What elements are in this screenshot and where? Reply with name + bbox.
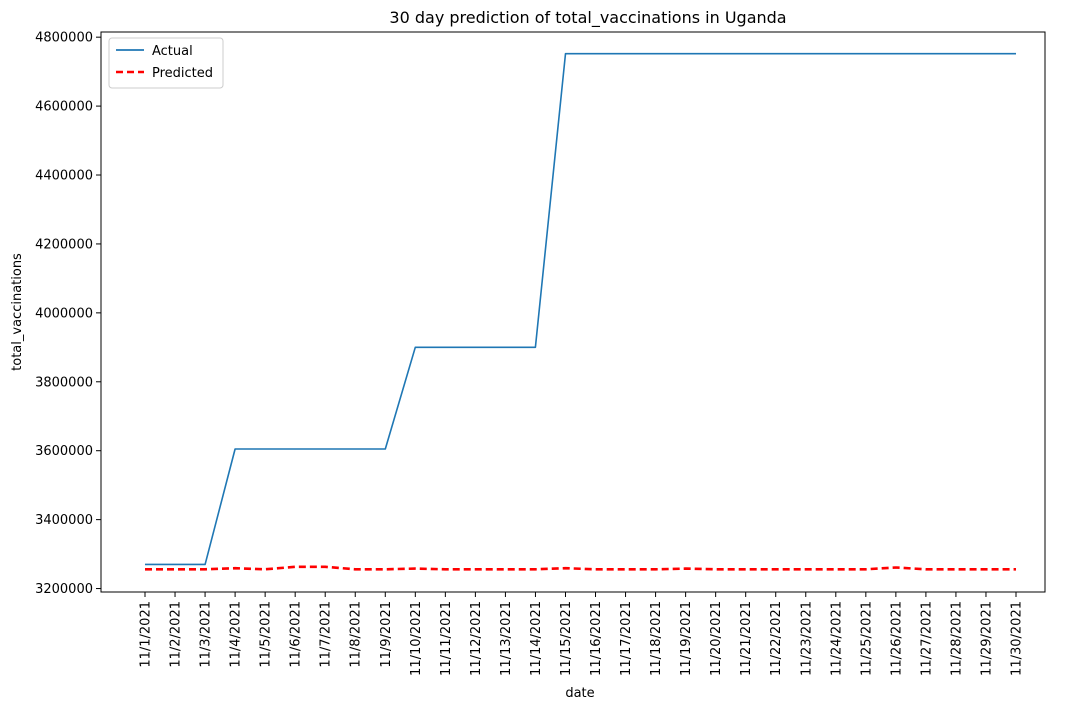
x-tick-label: 11/17/2021 — [619, 601, 634, 676]
x-tick-label: 11/3/2021 — [199, 601, 214, 668]
x-tick-label: 11/6/2021 — [289, 601, 304, 668]
x-axis-title: date — [565, 686, 594, 701]
x-tick-label: 11/4/2021 — [229, 601, 244, 668]
x-tick-label: 11/14/2021 — [529, 601, 544, 676]
y-axis-title: total_vaccinations — [10, 253, 25, 371]
x-tick-label: 11/23/2021 — [799, 601, 814, 676]
x-tick-label: 11/18/2021 — [649, 601, 664, 676]
x-tick-label: 11/5/2021 — [259, 601, 274, 668]
x-tick-label: 11/10/2021 — [409, 601, 424, 676]
y-tick-label: 4600000 — [35, 100, 93, 115]
y-tick-label: 4200000 — [35, 237, 93, 252]
x-tick-label: 11/27/2021 — [919, 601, 934, 676]
y-tick-label: 3200000 — [35, 582, 93, 597]
y-axis: 3200000 3400000 3600000 3800000 4000000 42000… — [35, 31, 101, 597]
series-layer — [144, 52, 1017, 571]
x-tick-label: 11/2/2021 — [169, 601, 184, 668]
x-tick-label: 11/19/2021 — [679, 601, 694, 676]
x-tick-label: 11/16/2021 — [589, 601, 604, 676]
legend-label-actual: Actual — [152, 44, 193, 59]
x-tick-label: 11/20/2021 — [709, 601, 724, 676]
series-line-predicted — [145, 565, 1016, 571]
x-axis: 11/1/2021 11/2/2021 11/3/2021 11/4/2021 11/5… — [139, 592, 1025, 676]
y-tick-label: 4800000 — [35, 31, 93, 46]
x-tick-label: 11/21/2021 — [739, 601, 754, 676]
plot-frame — [100, 31, 1046, 593]
series-line-actual — [145, 52, 1016, 566]
y-tick-label: 4000000 — [35, 306, 93, 321]
x-tick-label: 11/22/2021 — [769, 601, 784, 676]
y-tick-label: 3400000 — [35, 513, 93, 528]
y-tick-label: 4400000 — [35, 169, 93, 184]
y-tick-label: 3800000 — [35, 375, 93, 390]
x-tick-label: 11/13/2021 — [499, 601, 514, 676]
x-tick-label: 11/1/2021 — [139, 601, 154, 668]
y-tick-label: 3600000 — [35, 444, 93, 459]
x-tick-label: 11/25/2021 — [859, 601, 874, 676]
x-tick-label: 11/15/2021 — [559, 601, 574, 676]
x-tick-label: 11/11/2021 — [439, 601, 454, 676]
x-tick-label: 11/30/2021 — [1010, 601, 1025, 676]
x-tick-label: 11/12/2021 — [469, 601, 484, 676]
legend: Actual Predicted — [108, 37, 224, 89]
x-tick-label: 11/29/2021 — [980, 601, 995, 676]
x-tick-label: 11/26/2021 — [889, 601, 904, 676]
x-tick-label: 11/28/2021 — [949, 601, 964, 676]
chart-title: 30 day prediction of total_vaccinations … — [389, 8, 786, 28]
x-tick-label: 11/7/2021 — [319, 601, 334, 668]
x-tick-label: 11/9/2021 — [379, 601, 394, 668]
x-tick-label: 11/8/2021 — [349, 601, 364, 668]
x-tick-label: 11/24/2021 — [829, 601, 844, 676]
legend-label-predicted: Predicted — [152, 66, 213, 81]
